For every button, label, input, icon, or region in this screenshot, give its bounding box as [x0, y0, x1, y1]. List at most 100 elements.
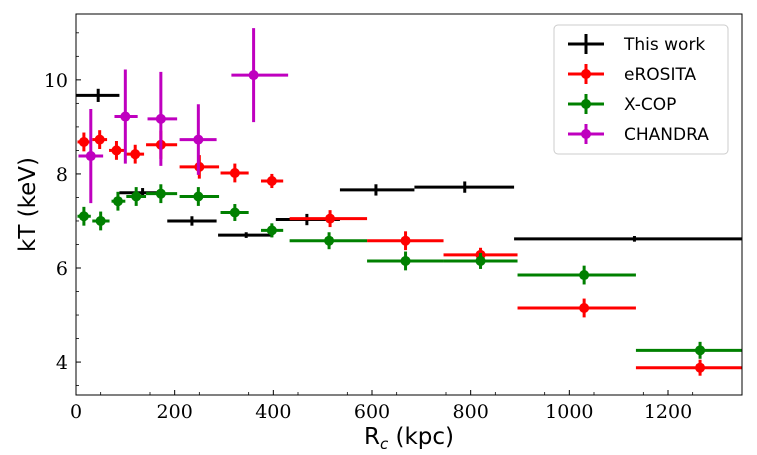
point-marker — [112, 196, 123, 207]
data-point — [92, 211, 110, 231]
data-point — [635, 341, 742, 359]
point-marker — [248, 70, 259, 81]
y-axis: 4 6 8 10 — [44, 32, 81, 386]
data-point — [126, 144, 145, 164]
x-axis-title-subscript: c — [380, 435, 389, 453]
legend-label: eROSITA — [624, 65, 697, 85]
point-marker — [229, 207, 240, 218]
data-point — [78, 109, 104, 204]
x-tick-label: 600 — [354, 401, 390, 423]
point-marker — [400, 255, 411, 266]
point-marker — [95, 215, 106, 226]
y-tick-label: 4 — [56, 352, 68, 374]
data-point — [114, 69, 138, 164]
data-point — [179, 104, 217, 175]
point-marker — [325, 213, 336, 224]
point-marker — [85, 151, 96, 162]
legend-entries: This work eROSITA X-COP CHANDRA — [568, 34, 709, 145]
point-marker — [111, 145, 122, 156]
data-point — [367, 251, 444, 271]
point-marker — [94, 134, 105, 145]
point-marker — [120, 111, 131, 122]
point-marker — [695, 345, 706, 356]
x-axis-title-unit: (kpc) — [388, 424, 454, 450]
x-tick-label: 400 — [255, 401, 291, 423]
x-axis-title-main: R — [364, 424, 380, 450]
x-tick-label: 0 — [70, 401, 82, 423]
data-point — [126, 187, 147, 206]
y-tick-label: 10 — [44, 70, 68, 92]
data-point — [220, 204, 249, 221]
data-point — [111, 191, 126, 211]
legend-label: CHANDRA — [624, 125, 709, 145]
data-point — [514, 236, 742, 242]
data-point — [146, 184, 178, 204]
legend-entry: X-COP — [568, 94, 676, 115]
data-point — [167, 216, 217, 226]
y-tick-label: 8 — [56, 164, 68, 186]
data-point — [339, 184, 415, 196]
x-tick-label: 200 — [157, 401, 193, 423]
point-marker — [266, 225, 277, 236]
point-marker — [155, 188, 166, 199]
data-point — [231, 28, 289, 123]
point-marker — [475, 255, 486, 266]
series-chandra — [78, 28, 289, 204]
data-point — [179, 187, 220, 206]
data-point — [92, 130, 108, 149]
data-point — [77, 206, 91, 226]
point-marker — [266, 175, 277, 186]
point-marker — [193, 134, 204, 145]
point-marker — [78, 211, 89, 222]
point-marker — [155, 113, 166, 124]
y-tick-label: 6 — [56, 258, 68, 280]
data-point — [220, 163, 249, 183]
data-point — [367, 231, 444, 251]
legend-entry: This work — [568, 34, 705, 55]
data-point — [109, 141, 125, 160]
point-marker — [695, 362, 706, 373]
data-point — [414, 181, 515, 193]
legend-marker — [581, 129, 591, 139]
data-point — [218, 232, 274, 238]
series-this-work — [76, 88, 742, 242]
data-point — [76, 88, 120, 102]
legend-marker — [581, 69, 591, 79]
x-tick-label: 1000 — [545, 401, 593, 423]
series-layer — [76, 28, 742, 376]
legend-entry: CHANDRA — [568, 124, 709, 145]
data-point — [443, 252, 518, 269]
point-marker — [193, 191, 204, 202]
legend-marker — [581, 99, 591, 109]
plot-frame — [75, 13, 743, 396]
legend-label: This work — [623, 35, 705, 55]
data-point — [289, 232, 368, 250]
series-x-cop — [77, 184, 742, 359]
point-marker — [131, 191, 142, 202]
point-marker — [130, 149, 141, 160]
legend-entry: eROSITA — [568, 64, 697, 85]
y-axis-title: kT (keV) — [15, 157, 41, 252]
data-point — [635, 359, 742, 376]
x-axis-title: Rc (kpc) — [364, 424, 454, 453]
point-marker — [229, 167, 240, 178]
point-marker — [579, 302, 590, 313]
data-point — [289, 210, 368, 228]
x-tick-label: 1200 — [644, 401, 692, 423]
data-point — [517, 265, 636, 285]
point-marker — [400, 235, 411, 246]
data-point — [147, 71, 178, 166]
legend-box — [553, 24, 729, 155]
point-marker — [78, 136, 89, 147]
legend: This work eROSITA X-COP CHANDRA — [553, 24, 729, 155]
point-marker — [579, 270, 590, 281]
series-erosita — [77, 130, 742, 376]
x-axis: 0 200 400 600 800 1000 1200 — [70, 390, 694, 423]
data-point — [517, 298, 636, 318]
data-point — [261, 223, 284, 238]
x-tick-label: 800 — [453, 401, 489, 423]
point-marker — [324, 235, 335, 246]
legend-label: X-COP — [624, 95, 676, 115]
data-point — [261, 173, 284, 189]
